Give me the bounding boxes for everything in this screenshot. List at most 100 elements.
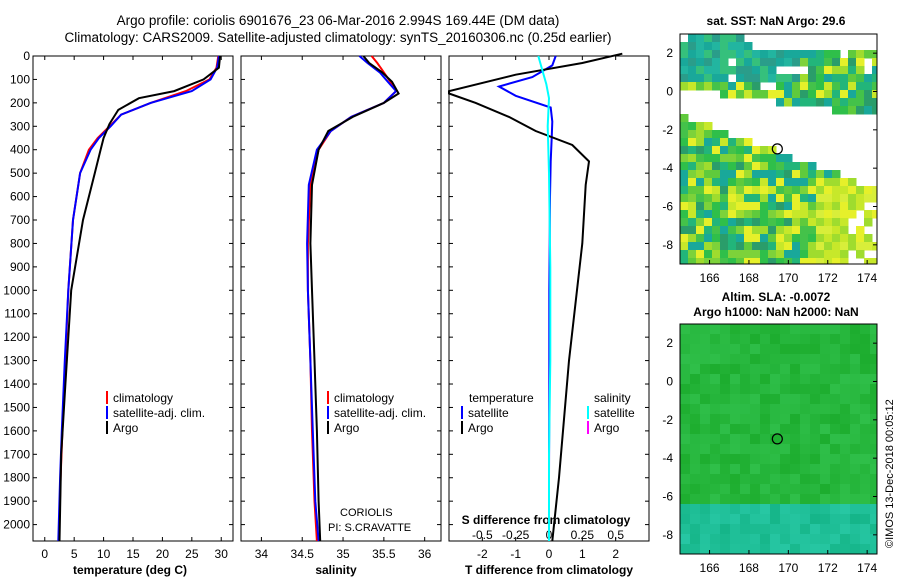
sst-cell — [752, 234, 761, 243]
sla-cell — [680, 474, 691, 485]
sla-cell — [760, 494, 771, 505]
sla-cell — [700, 454, 711, 465]
sla-cell — [750, 344, 761, 355]
sst-cell — [848, 98, 857, 107]
sla-cell — [680, 454, 691, 465]
sla-cell — [760, 444, 771, 455]
sla-cell — [820, 534, 831, 545]
sla-cell — [690, 374, 701, 385]
sst-cell — [832, 98, 841, 107]
sst-cell — [760, 58, 769, 67]
sst-cell — [720, 50, 729, 59]
sla-cell — [750, 484, 761, 495]
sla-cell — [790, 414, 801, 425]
sst-cell — [776, 226, 785, 235]
sst-cell — [720, 154, 729, 163]
sla-cell — [680, 494, 691, 505]
sla-cell — [810, 364, 821, 375]
sla-cell — [730, 444, 741, 455]
sst-map-y-ticks: 2 0 -2 -4 -6 -8 — [662, 46, 877, 252]
sst-cell — [768, 194, 777, 203]
sst-cell — [848, 242, 857, 251]
sla-cell — [820, 414, 831, 425]
sst-cell — [816, 250, 825, 259]
sst-cell — [872, 258, 877, 264]
sla-cell — [790, 384, 801, 395]
sst-cell — [792, 98, 801, 107]
sst-cell — [696, 58, 705, 67]
sla-cell — [780, 494, 791, 505]
sst-cell — [816, 226, 825, 235]
sla-cell — [750, 364, 761, 375]
sla-cell — [680, 544, 691, 554]
sla-cell — [730, 394, 741, 405]
sst-cell — [752, 82, 761, 91]
sst-cell — [688, 258, 697, 264]
sst-cell — [792, 82, 801, 91]
sla-cell — [870, 364, 877, 375]
sst-cell — [816, 90, 825, 99]
sla-cell — [690, 484, 701, 495]
sla-cell — [810, 374, 821, 385]
sst-cell — [840, 178, 849, 187]
sla-cell — [720, 434, 731, 445]
sst-cell — [688, 58, 697, 67]
sst-cell — [768, 210, 777, 219]
sla-cell — [820, 364, 831, 375]
sst-cell — [744, 242, 753, 251]
sla-cell — [700, 504, 711, 515]
sst-cell — [760, 210, 769, 219]
sla-cell — [820, 424, 831, 435]
sst-cell — [736, 90, 745, 99]
sst-cell — [728, 218, 737, 227]
sla-cell — [840, 414, 851, 425]
sst-cell — [688, 250, 697, 259]
sla-cell — [770, 524, 781, 535]
sla-cell — [840, 454, 851, 465]
sla-cell — [850, 544, 861, 554]
sst-cell — [744, 146, 753, 155]
sst-cell — [856, 98, 865, 107]
sla-cell — [840, 424, 851, 435]
sla-cell — [710, 544, 721, 554]
sla-cell — [780, 464, 791, 475]
sst-cell — [856, 202, 865, 211]
sst-cell — [696, 122, 705, 131]
series-argo — [309, 55, 400, 542]
sst-cell — [744, 50, 753, 59]
sla-cell — [830, 544, 841, 554]
sst-cell — [864, 106, 873, 115]
sla-cell — [720, 394, 731, 405]
sst-cell — [808, 170, 817, 179]
sla-cell — [850, 474, 861, 485]
sla-cell — [770, 424, 781, 435]
argo-position-marker — [771, 433, 783, 445]
sst-cell — [680, 226, 689, 235]
sla-cell — [790, 434, 801, 445]
sla-cell — [790, 334, 801, 345]
sla-cell — [720, 504, 731, 515]
sst-cell — [800, 250, 809, 259]
sla-cell — [800, 514, 811, 525]
sla-cell — [750, 394, 761, 405]
sla-cell — [680, 434, 691, 445]
sst-cell — [728, 178, 737, 187]
sst-cell — [752, 58, 761, 67]
sla-cell — [750, 414, 761, 425]
sst-cell — [752, 90, 761, 99]
sla-cell — [710, 334, 721, 345]
sst-cell — [728, 50, 737, 59]
sst-cell — [824, 170, 833, 179]
sst-cell — [840, 58, 849, 67]
sla-cell — [800, 494, 811, 505]
map-x-tick-label: 166 — [700, 561, 720, 575]
salinity-legend: climatology satellite-adj. clim. Argo — [327, 391, 426, 435]
sst-cell — [696, 138, 705, 147]
sst-cell — [768, 234, 777, 243]
map-x-tick-label: 174 — [857, 271, 877, 285]
sla-cell — [810, 334, 821, 345]
sst-cell — [816, 210, 825, 219]
sst-cell — [832, 226, 841, 235]
sla-cell — [730, 454, 741, 465]
sla-cell — [730, 534, 741, 545]
